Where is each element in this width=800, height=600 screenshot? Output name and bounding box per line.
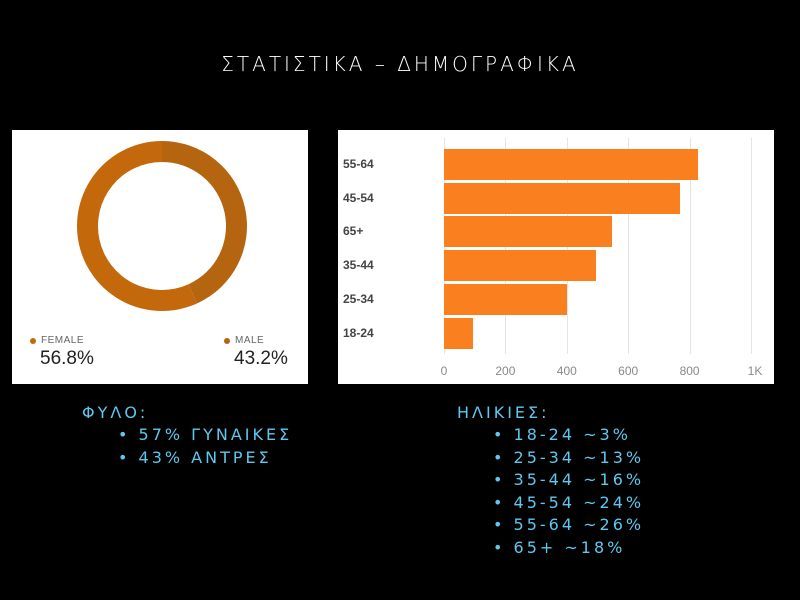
x-tick-label: 0	[440, 364, 448, 378]
age-note-item: 65+ ~18%	[493, 537, 644, 560]
age-heading: ΗΛΙΚΙΕΣ:	[457, 403, 550, 422]
legend-female: FEMALE 56.8%	[30, 335, 94, 370]
x-tick-label: 1K	[747, 364, 763, 378]
age-note-item: 45-54 ~24%	[493, 492, 644, 515]
bar	[444, 149, 699, 180]
gender-heading: ΦΥΛΟ:	[82, 403, 149, 422]
category-label: 55-64	[343, 157, 374, 171]
x-tick-label: 800	[679, 364, 700, 378]
gridline	[628, 138, 630, 354]
age-note-item: 35-44 ~16%	[493, 469, 644, 492]
age-chart-card: 0 200 400 600 800 1K 55-64 45-54 65+ 35-44 25-34 18…	[338, 130, 774, 384]
female-value: 56.8%	[40, 348, 94, 369]
bar	[444, 283, 567, 315]
bar	[444, 250, 596, 282]
age-bar-chart: 0 200 400 600 800 1K 55-64 45-54 65+ 35-44 25-34 18…	[338, 130, 774, 384]
bar	[444, 182, 681, 214]
female-label: FEMALE	[41, 335, 85, 346]
age-note-item: 25-34 ~13%	[493, 447, 644, 470]
donut-slice-male	[162, 141, 247, 304]
gridline	[689, 138, 691, 354]
age-notes: ΗΛΙΚΙΕΣ: 18-24 ~3% 25-34 ~13% 35-44 ~16%…	[457, 402, 644, 559]
male-value: 43.2%	[234, 348, 288, 369]
legend-male: MALE 43.2%	[224, 335, 288, 370]
gender-notes: ΦΥΛΟ: 57% ΓΥΝΑΙΚΕΣ 43% ΑΝΤΡΕΣ	[82, 402, 292, 469]
donut-slice-female	[76, 141, 198, 311]
age-note-item: 18-24 ~3%	[493, 424, 644, 447]
gender-donut-chart	[76, 141, 247, 311]
bar	[444, 317, 474, 349]
male-label: MALE	[235, 335, 265, 346]
x-tick-label: 600	[618, 364, 639, 378]
page-title: ΣΤΑΤΙΣΤΙΚΑ – ΔΗΜΟΓΡΑΦΙΚΑ	[221, 52, 579, 76]
gender-note-item: 43% ΑΝΤΡΕΣ	[118, 447, 292, 470]
category-label: 18-24	[343, 325, 374, 340]
bar	[444, 216, 613, 248]
female-dot-icon	[30, 337, 36, 344]
category-label: 65+	[343, 224, 364, 239]
gender-note-item: 57% ΓΥΝΑΙΚΕΣ	[118, 424, 292, 447]
x-tick-label: 400	[556, 364, 577, 378]
age-note-item: 55-64 ~26%	[493, 514, 644, 537]
x-tick-label: 200	[495, 364, 516, 378]
category-label: 45-54	[343, 190, 374, 205]
male-dot-icon	[224, 337, 230, 344]
category-label: 25-34	[343, 291, 374, 306]
gridline	[751, 138, 752, 354]
gender-chart-card: FEMALE 56.8% MALE 43.2%	[12, 130, 308, 384]
category-label: 35-44	[343, 258, 374, 273]
